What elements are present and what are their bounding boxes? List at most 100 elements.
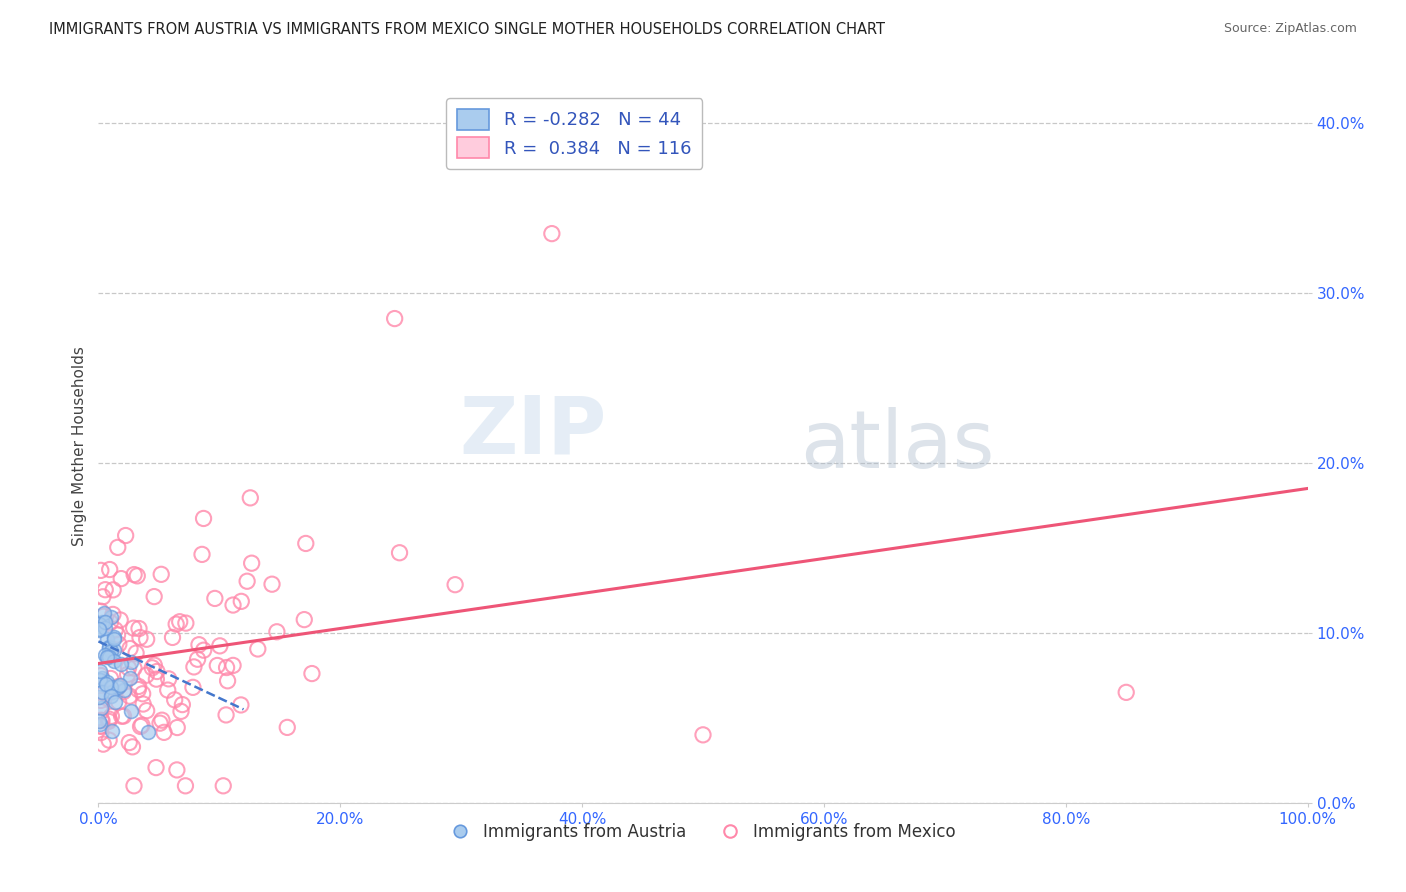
Point — [100, 610, 122, 624]
Point — [153, 725, 176, 739]
Point — [107, 680, 129, 694]
Point — [100, 724, 122, 739]
Point — [145, 761, 167, 775]
Point — [118, 671, 141, 685]
Point — [174, 616, 197, 631]
Point — [87, 714, 110, 728]
Point — [104, 623, 127, 637]
Point — [93, 606, 115, 620]
Point — [90, 725, 112, 739]
Point — [101, 685, 124, 699]
Point — [120, 656, 142, 670]
Point — [294, 536, 316, 550]
Point — [388, 546, 411, 560]
Point — [166, 763, 188, 777]
Point — [90, 700, 112, 714]
Point — [98, 733, 121, 747]
Point — [301, 666, 323, 681]
Point — [89, 623, 111, 637]
Point — [93, 648, 115, 662]
Point — [125, 646, 148, 660]
Point — [174, 779, 197, 793]
Point — [90, 693, 112, 707]
Point — [150, 567, 173, 582]
Point — [122, 779, 145, 793]
Point — [135, 668, 157, 682]
Point — [93, 686, 115, 700]
Point — [122, 621, 145, 635]
Point — [118, 641, 141, 656]
Point — [208, 639, 231, 653]
Text: IMMIGRANTS FROM AUSTRIA VS IMMIGRANTS FROM MEXICO SINGLE MOTHER HOUSEHOLDS CORRE: IMMIGRANTS FROM AUSTRIA VS IMMIGRANTS FR… — [49, 22, 886, 37]
Point — [108, 613, 131, 627]
Point — [110, 678, 132, 692]
Point — [100, 672, 122, 686]
Point — [120, 704, 142, 718]
Point — [91, 737, 114, 751]
Point — [122, 567, 145, 582]
Point — [87, 623, 110, 637]
Point — [692, 728, 714, 742]
Point — [240, 556, 263, 570]
Point — [90, 701, 112, 715]
Point — [117, 667, 139, 681]
Point — [260, 577, 283, 591]
Point — [100, 644, 122, 658]
Point — [128, 680, 150, 694]
Point — [236, 574, 259, 589]
Point — [93, 609, 115, 624]
Point — [112, 682, 135, 697]
Point — [104, 695, 127, 709]
Point — [87, 616, 110, 631]
Point — [128, 622, 150, 636]
Point — [162, 631, 184, 645]
Point — [96, 649, 118, 664]
Point — [110, 572, 132, 586]
Point — [107, 695, 129, 709]
Text: Source: ZipAtlas.com: Source: ZipAtlas.com — [1223, 22, 1357, 36]
Point — [150, 713, 173, 727]
Point — [97, 641, 120, 656]
Point — [172, 698, 194, 712]
Point — [1115, 685, 1137, 699]
Point — [129, 719, 152, 733]
Point — [127, 682, 149, 697]
Point — [100, 709, 122, 723]
Point — [97, 647, 120, 661]
Point — [100, 689, 122, 703]
Text: ZIP: ZIP — [458, 392, 606, 471]
Point — [96, 674, 118, 689]
Point — [107, 628, 129, 642]
Point — [107, 680, 129, 694]
Point — [121, 739, 143, 754]
Point — [117, 661, 139, 675]
Point — [193, 511, 215, 525]
Point — [156, 683, 179, 698]
Point — [107, 541, 129, 555]
Point — [90, 719, 112, 733]
Point — [97, 648, 120, 662]
Legend: Immigrants from Austria, Immigrants from Mexico: Immigrants from Austria, Immigrants from… — [443, 817, 963, 848]
Point — [166, 721, 188, 735]
Point — [118, 689, 141, 703]
Point — [204, 591, 226, 606]
Point — [91, 590, 114, 604]
Point — [89, 673, 111, 688]
Point — [127, 569, 149, 583]
Point — [266, 624, 288, 639]
Point — [384, 311, 406, 326]
Point — [193, 643, 215, 657]
Point — [87, 690, 110, 705]
Point — [444, 577, 467, 591]
Point — [90, 668, 112, 682]
Point — [103, 654, 125, 668]
Point — [112, 685, 135, 699]
Point — [91, 615, 114, 629]
Point — [90, 685, 112, 699]
Point — [89, 665, 111, 679]
Point — [98, 712, 121, 726]
Point — [146, 665, 169, 679]
Point — [103, 632, 125, 646]
Point — [163, 693, 186, 707]
Point — [135, 704, 157, 718]
